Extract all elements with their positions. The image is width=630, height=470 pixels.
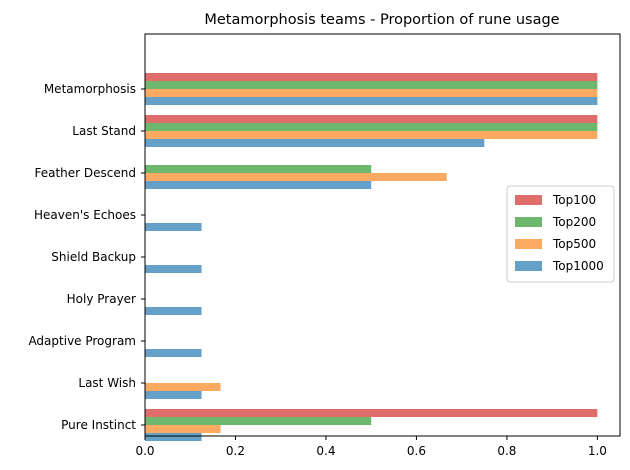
- bar-top500-8: [145, 425, 221, 433]
- y-tick-label: Adaptive Program: [28, 334, 136, 348]
- legend-label-top1000: Top1000: [552, 259, 604, 273]
- bar-top500-7: [145, 383, 221, 391]
- x-tick-label: 0.0: [135, 444, 154, 458]
- y-tick-label: Holy Prayer: [67, 292, 136, 306]
- legend-label-top100: Top100: [552, 193, 596, 207]
- bar-top500-1: [145, 131, 598, 139]
- bar-top200-0: [145, 81, 598, 89]
- x-tick-label: 0.2: [226, 444, 245, 458]
- chart-title: Metamorphosis teams - Proportion of rune…: [204, 12, 559, 28]
- y-tick-label: Last Wish: [78, 376, 136, 390]
- y-tick-label: Metamorphosis: [44, 82, 136, 96]
- bar-top200-8: [145, 417, 372, 425]
- bar-top500-0: [145, 89, 598, 97]
- x-tick-label: 0.6: [407, 444, 426, 458]
- legend-box: [506, 185, 615, 283]
- legend-swatch-top1000: [515, 261, 542, 271]
- plot-area: Metamorphosis Last Stand Feather Descend He…: [28, 33, 621, 458]
- y-tick-label: Heaven's Echoes: [34, 208, 136, 222]
- legend-swatch-top100: [515, 195, 542, 205]
- y-tick-label: Shield Backup: [51, 250, 136, 264]
- x-tick-label: 1.0: [588, 444, 607, 458]
- bar-top1000-5: [145, 307, 202, 315]
- axes-frame: [144, 33, 621, 437]
- legend-label-top200: Top200: [552, 215, 596, 229]
- bar-top1000-1: [145, 139, 485, 147]
- bar-top1000-4: [145, 265, 202, 273]
- bar-top1000-0: [145, 97, 598, 105]
- x-tick-label: 0.8: [497, 444, 516, 458]
- bar-top500-2: [145, 173, 447, 181]
- legend-swatch-top500: [515, 239, 542, 249]
- bar-top100-0: [145, 73, 598, 81]
- bar-top200-2: [145, 165, 372, 173]
- legend-swatch-top200: [515, 217, 542, 227]
- bar-top1000-3: [145, 223, 202, 231]
- legend: Top100 Top200 Top500 Top1000: [506, 185, 615, 283]
- bar-top200-1: [145, 123, 598, 131]
- y-tick-label: Last Stand: [72, 124, 136, 138]
- y-tick-label: Feather Descend: [34, 166, 136, 180]
- bar-top1000-7: [145, 391, 202, 399]
- bar-top100-1: [145, 115, 598, 123]
- y-tick-label: Pure Instinct: [61, 418, 136, 432]
- bar-top1000-6: [145, 349, 202, 357]
- legend-label-top500: Top500: [552, 237, 596, 251]
- bar-top1000-2: [145, 181, 372, 189]
- x-tick-label: 0.4: [316, 444, 335, 458]
- bar-top1000-8: [145, 433, 202, 441]
- bar-top100-8: [145, 409, 598, 417]
